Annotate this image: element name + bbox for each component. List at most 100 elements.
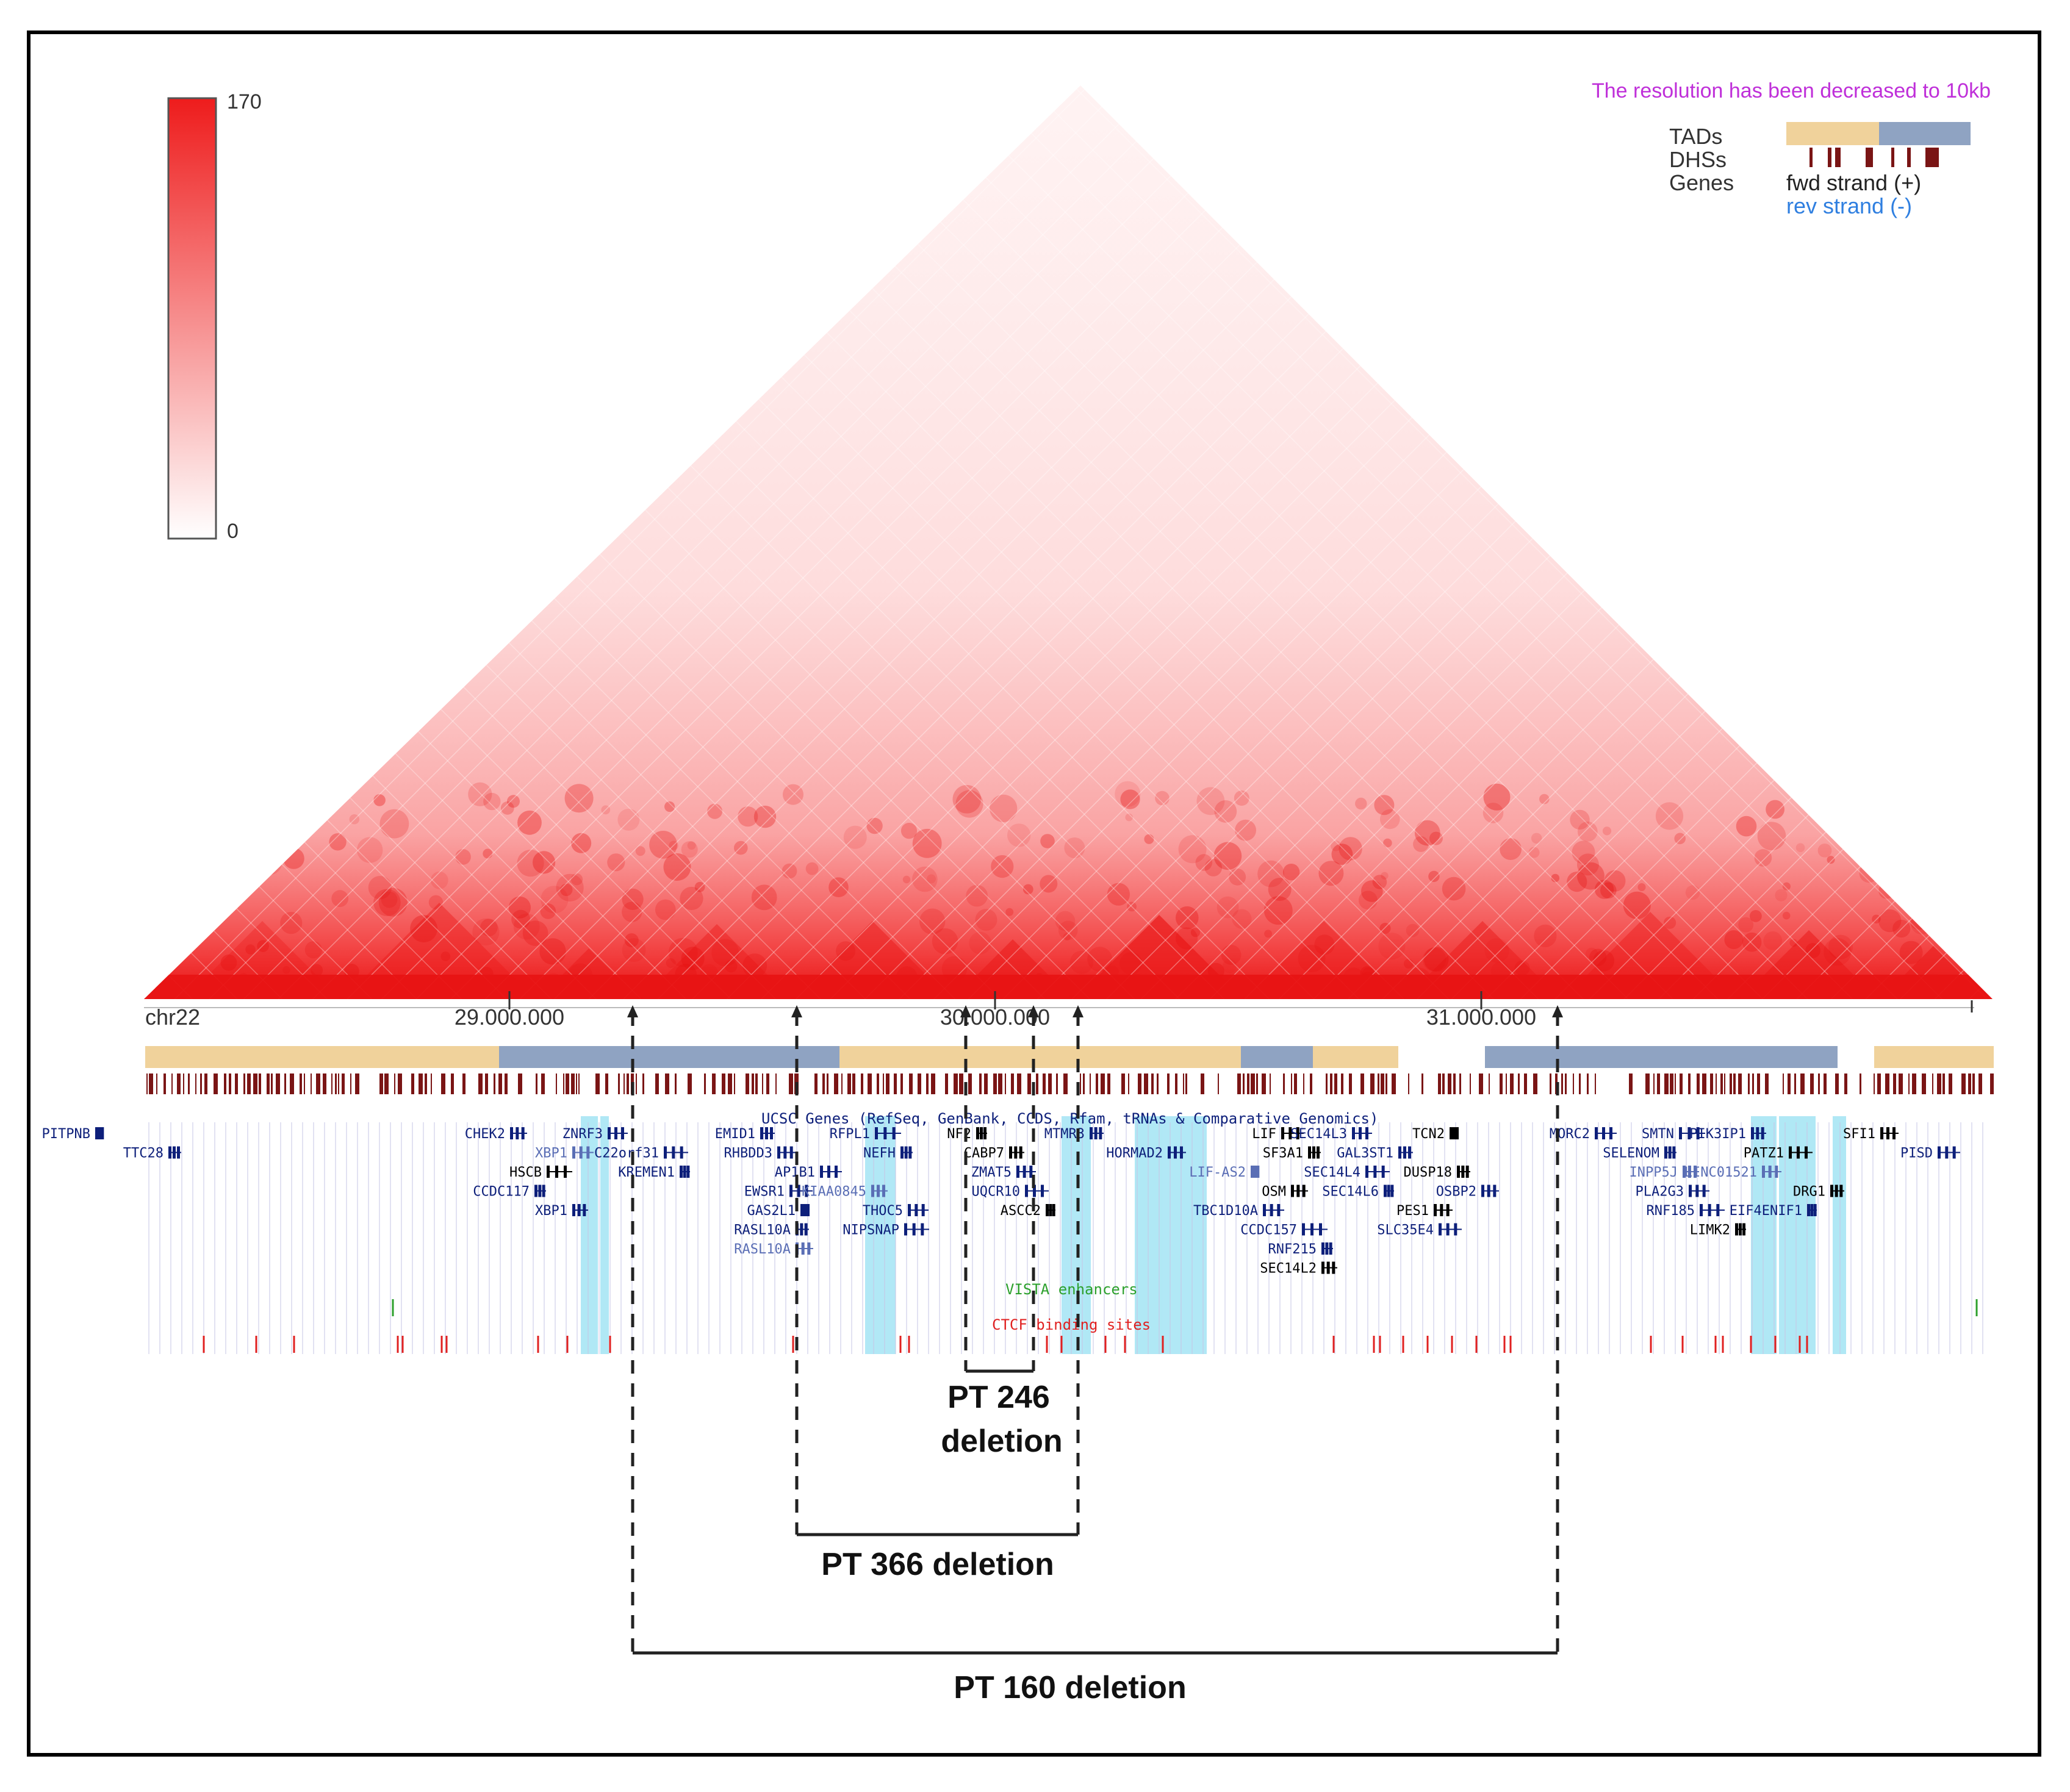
dhs-mark bbox=[1385, 1073, 1387, 1094]
dhs-mark bbox=[775, 1073, 777, 1094]
dhs-mark bbox=[1027, 1073, 1031, 1094]
dhs-mark bbox=[1151, 1073, 1154, 1094]
dhs-mark bbox=[1421, 1073, 1423, 1094]
gene-exon bbox=[683, 1166, 686, 1178]
hic-heatmap bbox=[144, 85, 1993, 999]
gene-label: CCDC117 bbox=[473, 1185, 530, 1200]
gene-exon bbox=[1016, 1166, 1019, 1178]
dhs-mark bbox=[1251, 1073, 1255, 1094]
gene-exon bbox=[1253, 1166, 1257, 1178]
gene-exon bbox=[1381, 1166, 1385, 1178]
dhs-mark bbox=[431, 1073, 432, 1094]
gene-exon bbox=[1029, 1166, 1033, 1178]
gene-exon bbox=[1775, 1166, 1778, 1178]
gene-exon bbox=[1319, 1223, 1322, 1236]
dhs-mark bbox=[311, 1073, 312, 1094]
gene-exon bbox=[805, 1185, 808, 1197]
gene-label: TBC1D10A bbox=[1193, 1203, 1258, 1219]
dhs-mark bbox=[993, 1073, 997, 1094]
gene-exon bbox=[1768, 1166, 1772, 1178]
gene-label: DRG1 bbox=[1793, 1185, 1825, 1200]
dhs-mark bbox=[1860, 1073, 1861, 1094]
dhs-mark bbox=[655, 1073, 659, 1094]
dhs-mark bbox=[762, 1073, 763, 1094]
gene-exon bbox=[1830, 1185, 1833, 1197]
gene-exon bbox=[1434, 1204, 1437, 1216]
dhs-mark bbox=[235, 1073, 238, 1094]
gene-exon bbox=[765, 1127, 768, 1139]
dhs-mark bbox=[183, 1073, 184, 1094]
dhs-mark bbox=[316, 1073, 320, 1094]
gene-exon bbox=[583, 1204, 586, 1216]
dhs-mark bbox=[722, 1073, 725, 1094]
dhs-mark bbox=[1702, 1073, 1706, 1094]
gene-exon bbox=[1052, 1204, 1055, 1216]
dhs-mark bbox=[1247, 1073, 1249, 1094]
gene-exon bbox=[770, 1127, 773, 1139]
gene-exon bbox=[804, 1223, 808, 1236]
gene-exon bbox=[1797, 1146, 1800, 1159]
gene-exon bbox=[572, 1204, 575, 1216]
dhs-mark bbox=[1128, 1073, 1129, 1094]
dhs-mark bbox=[1653, 1073, 1655, 1094]
gene-exon bbox=[1687, 1127, 1691, 1139]
ctcf-track bbox=[203, 1336, 1808, 1353]
gene-label: C22orf31 bbox=[594, 1146, 659, 1161]
gene-exon bbox=[871, 1185, 874, 1197]
gene-exon bbox=[1302, 1185, 1306, 1197]
heat-speckle bbox=[199, 801, 209, 811]
gene-exon bbox=[915, 1204, 918, 1216]
dhs-mark bbox=[1800, 1073, 1805, 1094]
dhs-mark bbox=[576, 1073, 577, 1094]
gene-exon bbox=[904, 1146, 908, 1159]
gene-label: PATZ1 bbox=[1744, 1146, 1784, 1161]
dhs-mark bbox=[1479, 1073, 1483, 1094]
gene-exon bbox=[1009, 1146, 1012, 1159]
dhs-mark bbox=[1237, 1073, 1241, 1094]
dhs-mark bbox=[149, 1073, 153, 1094]
colorbar-gradient bbox=[167, 97, 217, 540]
dhs-mark bbox=[398, 1073, 402, 1094]
gene-exon bbox=[801, 1242, 805, 1255]
gene-exon bbox=[883, 1127, 887, 1139]
dhs-mark bbox=[394, 1073, 395, 1094]
gene-exon bbox=[1708, 1204, 1711, 1216]
tad-segment bbox=[839, 1046, 1241, 1068]
gene-exon bbox=[1180, 1146, 1183, 1159]
dhs-mark bbox=[1157, 1073, 1159, 1094]
gene-label: SMTN bbox=[1642, 1127, 1674, 1142]
gene-exon bbox=[1487, 1185, 1490, 1197]
gene-exon bbox=[547, 1166, 550, 1178]
gene-exon bbox=[1807, 1204, 1810, 1216]
dhs-mark bbox=[1294, 1073, 1297, 1094]
gene-label: PLA2G3 bbox=[1636, 1185, 1684, 1200]
dhs-mark bbox=[204, 1073, 207, 1094]
dhs-mark bbox=[1657, 1073, 1660, 1094]
dhs-mark bbox=[355, 1073, 359, 1094]
dhs-mark bbox=[425, 1073, 427, 1094]
gene-label: INPP5J bbox=[1630, 1165, 1678, 1180]
axis-tick-label-1: 29.000.000 bbox=[455, 1005, 564, 1030]
dhs-mark bbox=[734, 1073, 735, 1094]
deletion-pt246 bbox=[960, 1005, 1039, 1373]
gene-label: EWSR1 bbox=[744, 1185, 785, 1200]
dhs-mark bbox=[1765, 1073, 1769, 1094]
gene-label: THOC5 bbox=[863, 1203, 903, 1219]
dhs-mark bbox=[1968, 1073, 1971, 1094]
heat-speckle bbox=[215, 810, 227, 822]
gene-label: KREMEN1 bbox=[618, 1165, 675, 1180]
gene-exon bbox=[1756, 1127, 1759, 1139]
gene-exon bbox=[1440, 1204, 1443, 1216]
deletion-pt246-label-line2: deletion bbox=[941, 1424, 1062, 1459]
gene-exon bbox=[1810, 1204, 1814, 1216]
gene-label: RNF215 bbox=[1268, 1242, 1317, 1257]
dhs-mark bbox=[247, 1073, 251, 1094]
dhs-mark bbox=[1063, 1073, 1068, 1094]
dhs-mark bbox=[636, 1073, 637, 1094]
gene-exon bbox=[1384, 1185, 1387, 1197]
dhs-mark bbox=[1175, 1073, 1177, 1094]
gene-exon bbox=[807, 1242, 811, 1255]
dhs-mark bbox=[164, 1073, 166, 1094]
dhs-mark bbox=[852, 1073, 855, 1094]
gene-exon bbox=[1700, 1204, 1703, 1216]
